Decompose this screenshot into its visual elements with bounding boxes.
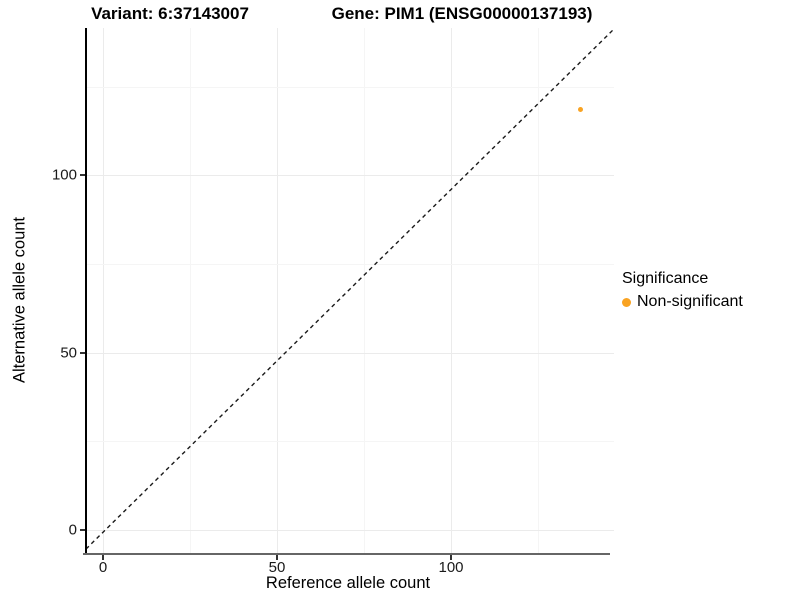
y-tick-label-100: 100 — [51, 166, 77, 184]
gridline-minor-y125 — [86, 87, 614, 88]
legend-entry-label: Non-significant — [637, 293, 743, 310]
gridline-major-y0 — [86, 530, 614, 531]
identity-line — [86, 28, 614, 550]
y-axis-line — [85, 28, 87, 555]
legend-key-dot-icon — [622, 297, 631, 307]
gridline-minor-y75 — [86, 264, 614, 265]
gridline-major-y50 — [86, 353, 614, 354]
x-tick-label-100: 100 — [438, 559, 464, 576]
gene-title: Gene: PIM1 (ENSG00000137193) — [331, 4, 593, 23]
x-tick-100 — [450, 555, 452, 560]
x-axis-title: Reference allele count — [265, 574, 431, 592]
y-axis-title: Alternative allele count — [10, 216, 29, 384]
gridline-major-x50 — [277, 28, 278, 553]
y-tick-0 — [80, 529, 85, 531]
gridline-major-x0 — [103, 28, 104, 553]
scatter-point-nonsignificant — [578, 107, 583, 112]
gridline-minor-x125 — [538, 28, 539, 553]
x-axis-line — [83, 553, 610, 555]
x-tick-label-0: 0 — [98, 559, 108, 576]
legend: Significance Non-significant — [622, 270, 743, 311]
plot-panel — [86, 28, 614, 553]
legend-title: Significance — [622, 270, 709, 287]
gridline-major-x100 — [451, 28, 452, 553]
gridline-major-y100 — [86, 175, 614, 176]
y-tick-label-0: 0 — [68, 521, 77, 539]
x-tick-50 — [276, 555, 278, 560]
y-tick-100 — [80, 174, 85, 176]
legend-entry-nonsignificant: Non-significant — [622, 293, 743, 311]
x-tick-0 — [102, 555, 104, 560]
variant-title: Variant: 6:37143007 — [91, 4, 249, 23]
y-tick-label-50: 50 — [60, 344, 77, 362]
y-tick-50 — [80, 352, 85, 354]
gridline-minor-x25 — [190, 28, 191, 553]
gridline-minor-y25 — [86, 441, 614, 442]
x-tick-label-50: 50 — [268, 559, 286, 576]
gridline-minor-x75 — [364, 28, 365, 553]
